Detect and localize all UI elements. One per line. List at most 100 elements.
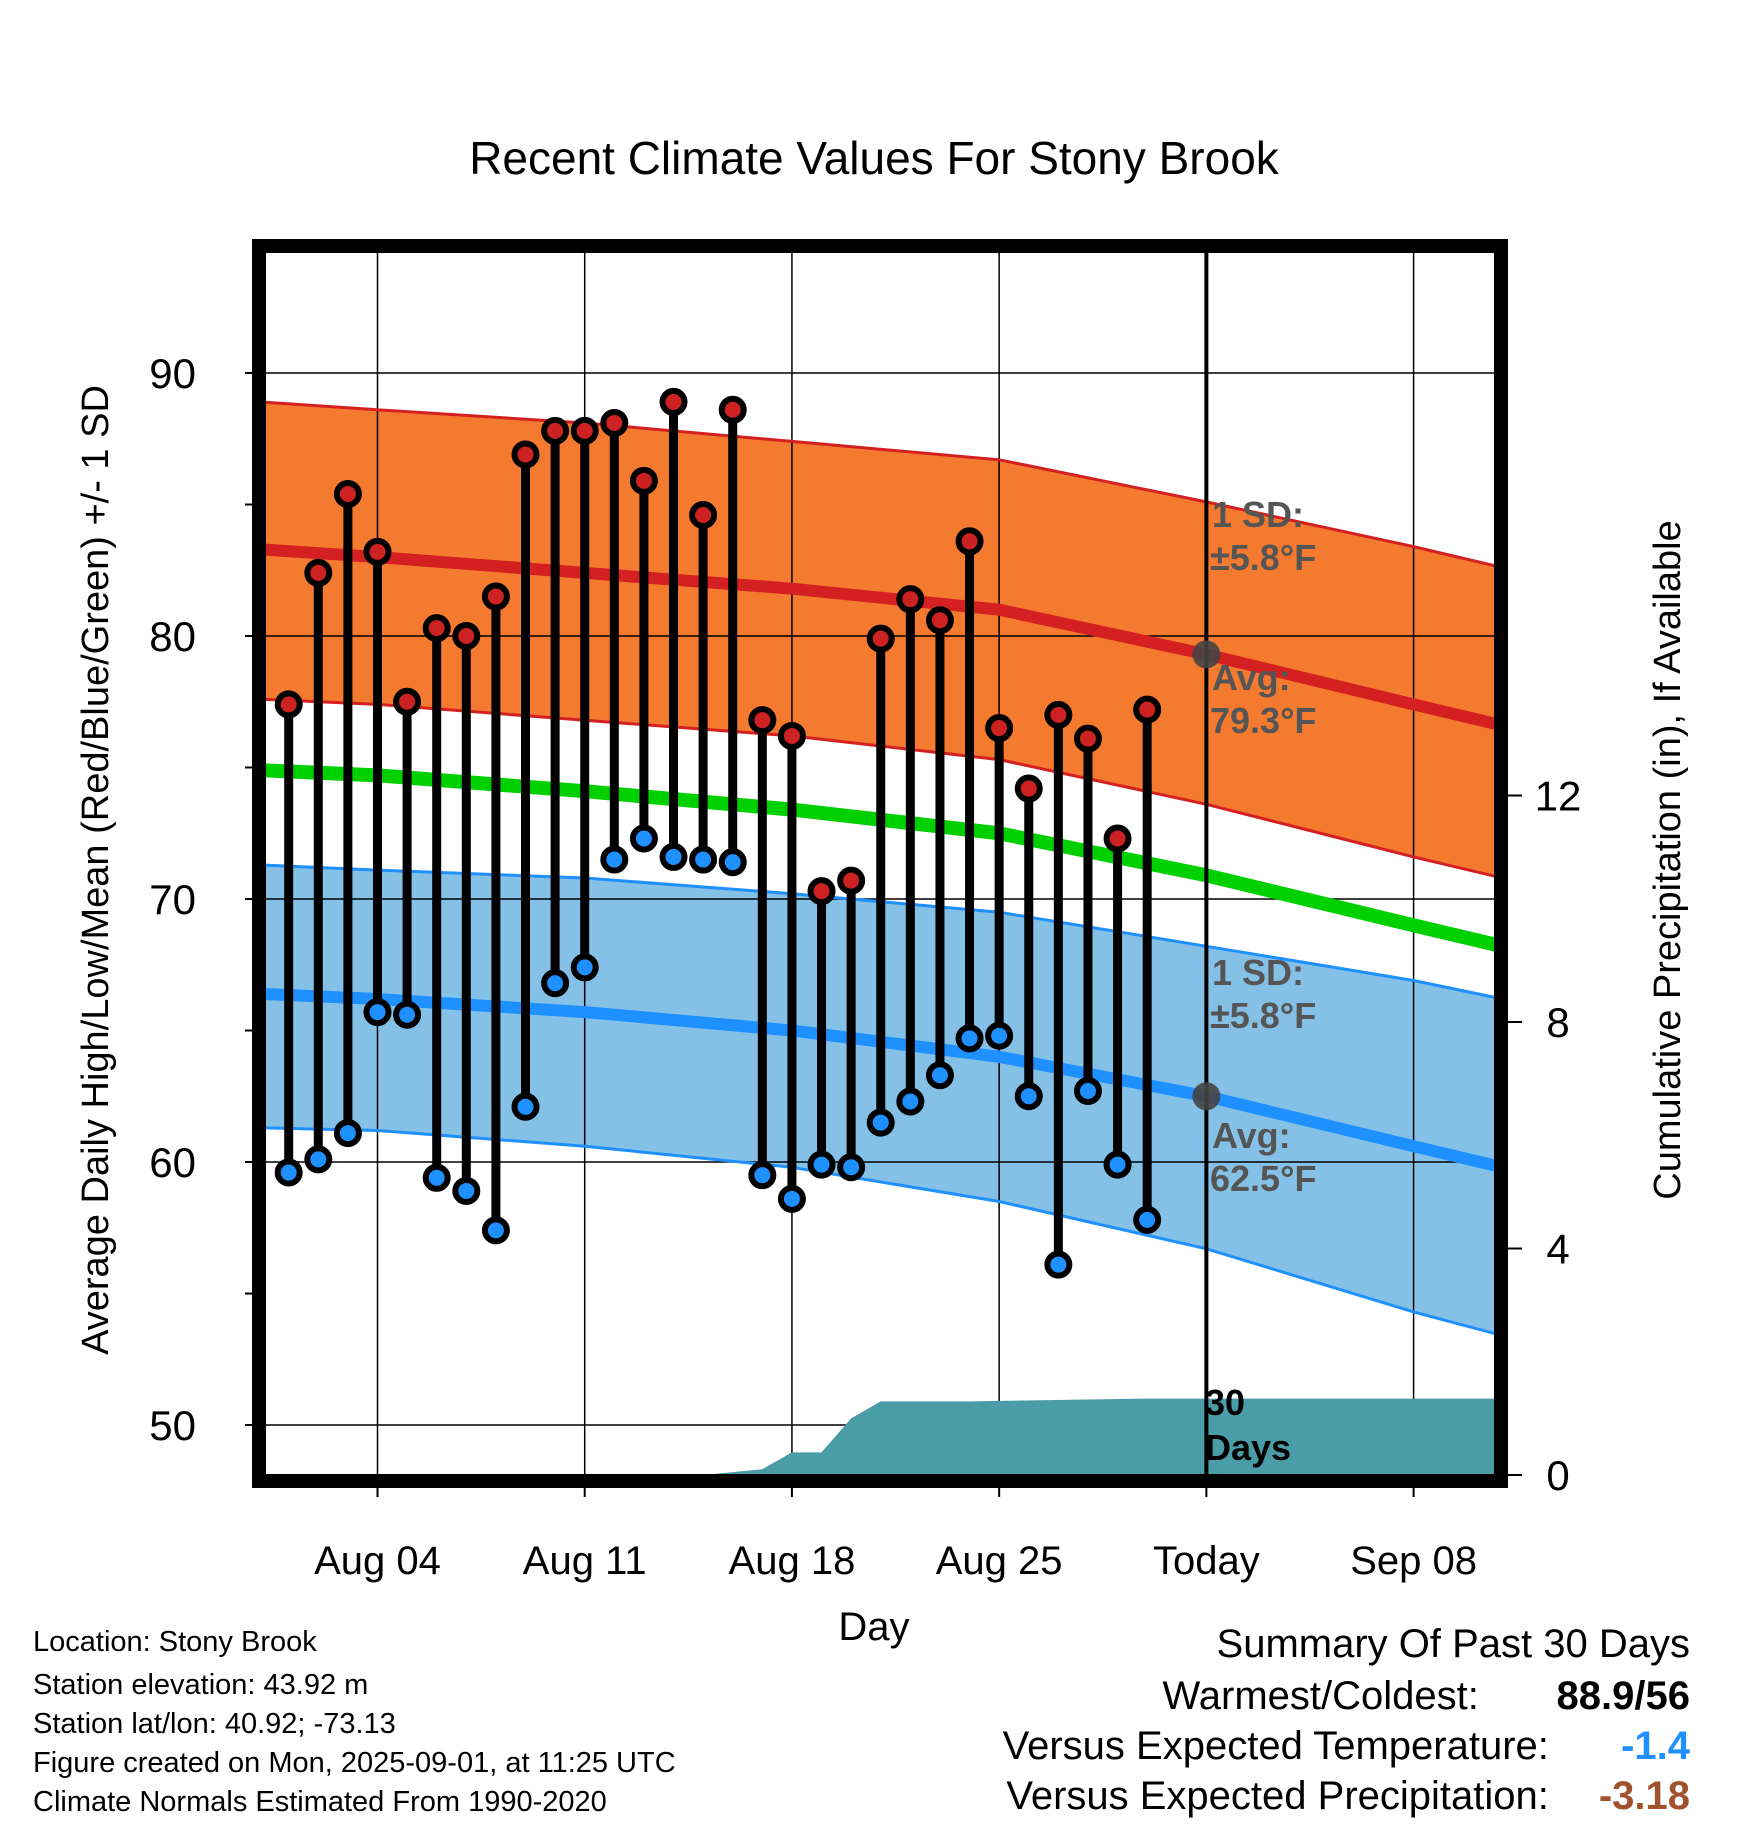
- high-point: [363, 537, 392, 566]
- coldest-value: 56: [1645, 1674, 1691, 1718]
- high-point: [925, 606, 954, 635]
- daily-points: [274, 387, 1162, 1279]
- low-point: [1103, 1150, 1132, 1179]
- x-tick-label: Aug 04: [314, 1539, 441, 1583]
- summary-title: Summary Of Past 30 Days: [1216, 1622, 1690, 1666]
- x-axis-ticks: Aug 04 Aug 11 Aug 18 Aug 25 Today Sep 08: [314, 1481, 1477, 1583]
- summary-temp-row: Versus Expected Temperature: -1.4: [1003, 1724, 1690, 1769]
- station-info: Location: Stony Brook Station elevation:…: [33, 1625, 676, 1819]
- low-point: [393, 1000, 422, 1029]
- window-label-days: Days: [1205, 1427, 1291, 1468]
- precipitation-area: [265, 1398, 1495, 1475]
- warm-cold-label: Warmest/Coldest:: [1162, 1674, 1479, 1718]
- low-point: [807, 1150, 836, 1179]
- low-point: [925, 1061, 954, 1090]
- high-point: [896, 585, 925, 614]
- low-point: [985, 1021, 1014, 1050]
- high-point: [777, 721, 806, 750]
- high-point: [481, 582, 510, 611]
- low-point: [689, 845, 718, 874]
- low-point: [659, 842, 688, 871]
- summary-warm-cold-row: Warmest/Coldest: 88.9/56: [1162, 1674, 1691, 1718]
- low-point: [600, 845, 629, 874]
- latlon-text: Station lat/lon: 40.92; -73.13: [33, 1708, 396, 1740]
- high-point: [452, 621, 481, 650]
- low-point: [866, 1108, 895, 1137]
- y-tick-label: 60: [149, 1139, 196, 1186]
- created-text: Figure created on Mon, 2025-09-01, at 11…: [33, 1747, 676, 1779]
- y2-tick-label: 0: [1546, 1452, 1569, 1499]
- high-point: [837, 866, 866, 895]
- low-normal-line: [265, 987, 1495, 1172]
- warmest-value: 88.9: [1556, 1674, 1635, 1718]
- high-point: [1014, 774, 1043, 803]
- precipitation-fill: [265, 1398, 1495, 1475]
- high-point: [689, 501, 718, 530]
- low-upper-edge: [265, 863, 1495, 999]
- low-point: [955, 1024, 984, 1053]
- y-axis-ticks: 50 60 70 80 90: [149, 350, 259, 1449]
- low-point: [333, 1119, 362, 1148]
- high-point: [748, 706, 777, 735]
- low-avg-label: Avg:: [1212, 1115, 1291, 1156]
- low-point: [629, 824, 658, 853]
- low-point: [1044, 1250, 1073, 1279]
- y2-axis-label: Cumulative Precipitation (in), If Availa…: [1647, 520, 1689, 1199]
- low-point: [511, 1092, 540, 1121]
- high-point: [393, 687, 422, 716]
- low-point: [481, 1216, 510, 1245]
- high-point: [718, 395, 747, 424]
- y2-tick-label: 8: [1546, 999, 1569, 1046]
- plot-frame: [252, 239, 1508, 1488]
- y2-tick-label: 12: [1535, 773, 1582, 820]
- today-marker: [1192, 252, 1221, 1475]
- high-point: [1133, 695, 1162, 724]
- low-point: [718, 848, 747, 877]
- x-tick-label: Today: [1153, 1539, 1260, 1583]
- low-point: [896, 1087, 925, 1116]
- high-point: [1044, 700, 1073, 729]
- low-point: [274, 1158, 303, 1187]
- y2-tick-label: 4: [1546, 1226, 1569, 1273]
- high-sd-value: ±5.8°F: [1210, 537, 1316, 578]
- high-upper-edge: [265, 400, 1495, 568]
- x-axis-label: Day: [838, 1605, 909, 1649]
- high-point: [333, 479, 362, 508]
- low-point: [748, 1161, 777, 1190]
- high-point: [600, 408, 629, 437]
- high-point: [1073, 724, 1102, 753]
- temp-anomaly-value: -1.4: [1621, 1724, 1690, 1768]
- low-point: [452, 1176, 481, 1205]
- high-point: [659, 387, 688, 416]
- precip-anomaly-label: Versus Expected Precipitation:: [1006, 1774, 1549, 1818]
- y-axis-label: Average Daily High/Low/Mean (Red/Blue/Gr…: [75, 385, 117, 1355]
- chart-title: Recent Climate Values For Stony Brook: [469, 132, 1280, 184]
- x-tick-label: Sep 08: [1350, 1539, 1477, 1583]
- y-tick-label: 70: [149, 876, 196, 923]
- location-text: Location: Stony Brook: [33, 1626, 317, 1658]
- daily-range-stems: [284, 401, 1152, 1265]
- high-point: [807, 877, 836, 906]
- summary-precip-row: Versus Expected Precipitation: -3.18: [1006, 1774, 1690, 1819]
- high-normal-line: [265, 543, 1495, 730]
- high-avg-label: Avg:: [1212, 657, 1291, 698]
- high-point: [541, 416, 570, 445]
- low-lower-edge: [265, 1126, 1495, 1336]
- low-point: [363, 998, 392, 1027]
- precip-anomaly-value: -3.18: [1598, 1774, 1690, 1818]
- y-tick-label: 90: [149, 350, 196, 397]
- low-sd-label: 1 SD:: [1212, 952, 1304, 993]
- x-tick-label: Aug 11: [523, 1539, 647, 1583]
- low-point: [422, 1163, 451, 1192]
- low-point: [1073, 1077, 1102, 1106]
- y2-axis-ticks: 0 4 8 12: [1501, 773, 1581, 1499]
- high-avg-value: 79.3°F: [1210, 700, 1316, 741]
- high-sd-label: 1 SD:: [1212, 494, 1304, 535]
- high-point: [511, 440, 540, 469]
- low-point: [304, 1145, 333, 1174]
- low-point: [777, 1184, 806, 1213]
- low-point: [837, 1153, 866, 1182]
- high-point: [629, 466, 658, 495]
